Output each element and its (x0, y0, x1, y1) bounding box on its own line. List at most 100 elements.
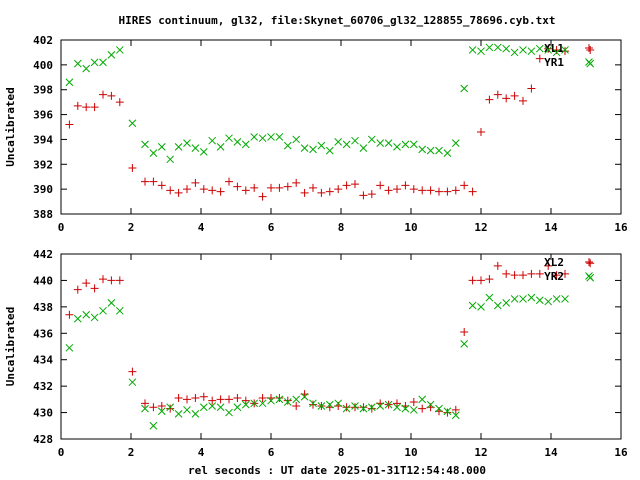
data-point (107, 51, 116, 59)
data-point (141, 177, 149, 186)
data-point (90, 284, 99, 293)
data-point (468, 187, 477, 196)
data-point (502, 269, 511, 278)
data-point (317, 188, 326, 197)
data-point (342, 403, 351, 412)
data-point (99, 58, 107, 67)
data-point (65, 310, 74, 319)
data-point (191, 394, 200, 403)
data-point (351, 403, 359, 412)
data-point (552, 48, 561, 57)
data-point (216, 395, 225, 404)
legend-marker (585, 272, 593, 280)
data-point (485, 95, 494, 104)
data-point (128, 378, 137, 387)
legend-label: YR2 (544, 270, 564, 283)
y-tick-label: 396 (33, 109, 53, 122)
legend-label: YR1 (544, 56, 564, 69)
data-point (451, 411, 460, 420)
data-point (115, 98, 124, 107)
data-point (309, 183, 317, 192)
data-point (460, 327, 469, 336)
data-point (544, 297, 553, 306)
data-point (535, 296, 544, 305)
data-point (426, 400, 435, 409)
data-point (250, 183, 259, 192)
y-tick-label: 394 (33, 133, 53, 146)
data-point (292, 401, 301, 410)
bottom-panel: 428 430 432 434 436 438 440 442 0 2 4 6 8 10 12 14 16 Unc… (4, 248, 628, 459)
data-point (225, 177, 233, 186)
x-tick-label: 4 (198, 221, 205, 234)
data-point (552, 295, 561, 303)
data-point (325, 187, 334, 196)
data-point (107, 276, 116, 285)
data-point (510, 48, 519, 57)
plot-frame (60, 253, 622, 440)
data-point (149, 421, 158, 430)
data-point (183, 395, 191, 404)
data-point (233, 138, 242, 146)
data-point (267, 396, 275, 405)
data-point (435, 187, 443, 196)
data-point (586, 45, 595, 54)
data-point (300, 144, 309, 152)
data-point (225, 408, 233, 417)
chart-title: HIRES continuum, gl32, file:Skynet_60706… (118, 14, 555, 27)
data-point (73, 285, 82, 294)
y-tick-label: 432 (33, 380, 53, 393)
data-point (519, 96, 527, 105)
data-point (107, 299, 116, 307)
data-point (216, 143, 225, 151)
data-point (443, 408, 452, 417)
data-point (535, 44, 544, 53)
data-point (99, 275, 107, 284)
data-point (468, 301, 477, 310)
data-point (393, 403, 401, 412)
y-tick-label: 434 (33, 354, 53, 367)
y-tick-label: 436 (33, 327, 53, 340)
data-point (418, 404, 427, 413)
data-point (283, 396, 292, 405)
data-point (510, 295, 519, 303)
data-point (141, 404, 149, 413)
data-point (468, 46, 477, 54)
data-point (283, 141, 292, 150)
data-point (115, 306, 124, 315)
data-point (418, 145, 427, 154)
data-point (283, 182, 292, 191)
data-point (199, 148, 208, 156)
data-point (401, 181, 410, 190)
legend-marker (585, 44, 593, 52)
series-xl1 (65, 44, 595, 201)
data-point (527, 47, 536, 56)
x-tick-label: 4 (198, 446, 205, 459)
data-point (65, 120, 74, 129)
data-point (216, 403, 225, 412)
data-point (208, 186, 217, 195)
data-point (183, 185, 191, 194)
data-point (199, 403, 208, 412)
data-point (519, 271, 527, 280)
x-tick-label: 8 (338, 221, 345, 234)
data-point (393, 143, 401, 151)
data-point (493, 90, 502, 99)
data-point (561, 269, 569, 278)
plot-frame (60, 39, 622, 215)
data-point (233, 182, 242, 191)
y-tick-label: 400 (33, 59, 53, 72)
x-tick-label: 16 (614, 221, 628, 234)
data-point (258, 394, 267, 403)
data-point (477, 303, 485, 311)
data-point (208, 136, 217, 145)
data-point (73, 314, 82, 323)
data-point (561, 295, 569, 303)
data-point (376, 181, 385, 190)
data-point (477, 127, 485, 136)
x-tick-label: 2 (128, 221, 135, 234)
y-axis-label: Uncalibrated (4, 307, 17, 386)
data-point (359, 403, 368, 412)
data-point (317, 141, 326, 150)
x-axis-label: rel seconds : UT date 2025-01-31T12:54:4… (188, 464, 486, 477)
data-point (535, 54, 544, 63)
